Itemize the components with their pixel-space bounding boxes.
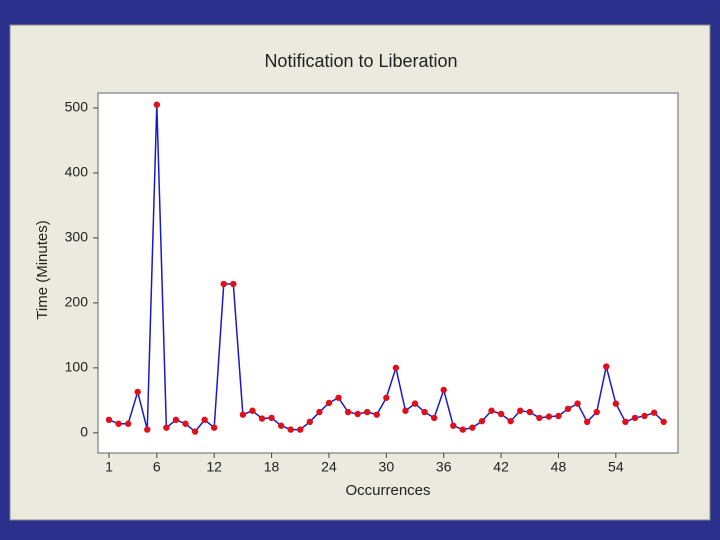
data-point [564, 405, 572, 413]
x-tick-label: 6 [153, 459, 161, 475]
data-point [105, 416, 113, 424]
data-point [555, 412, 562, 420]
chart-title: Notification to Liberation [264, 51, 457, 71]
data-point [517, 407, 524, 414]
x-tick-label: 18 [264, 459, 280, 475]
data-point [134, 388, 141, 396]
data-point [583, 418, 591, 426]
data-point [450, 422, 457, 429]
data-point [144, 426, 151, 433]
data-point [249, 407, 256, 414]
x-tick-label: 54 [608, 459, 624, 475]
data-point [220, 280, 227, 288]
x-tick-label: 24 [321, 459, 337, 475]
data-point [115, 420, 122, 427]
data-point [239, 411, 247, 418]
data-point [650, 409, 658, 416]
data-point [641, 412, 648, 420]
data-point [182, 420, 189, 427]
x-axis-label: Occurrences [345, 482, 430, 499]
data-point [277, 422, 285, 429]
data-point [392, 364, 400, 372]
x-tick-label: 30 [379, 459, 395, 475]
data-point [478, 417, 486, 425]
data-point [373, 411, 380, 418]
data-point [612, 400, 620, 407]
data-point [172, 416, 180, 424]
data-point [488, 407, 495, 414]
x-tick-label: 12 [206, 459, 222, 475]
data-point [603, 363, 610, 370]
data-point [354, 410, 361, 418]
data-point [402, 407, 409, 414]
data-point [268, 414, 275, 422]
data-point [325, 399, 333, 407]
data-point [191, 428, 199, 435]
data-point [593, 408, 600, 416]
x-tick-label: 1 [105, 459, 113, 475]
y-tick-label: 200 [65, 294, 89, 310]
x-tick-label: 48 [551, 459, 567, 475]
data-point [383, 394, 390, 401]
data-point [469, 424, 476, 431]
y-tick-label: 0 [80, 424, 88, 440]
data-point [258, 415, 266, 422]
data-point [507, 417, 514, 425]
data-point [287, 426, 294, 433]
data-point [574, 400, 581, 407]
data-point [297, 426, 304, 433]
data-point [210, 424, 218, 431]
data-point [430, 414, 438, 422]
data-point [497, 410, 505, 418]
data-point [622, 418, 629, 426]
data-point [421, 408, 428, 416]
data-point [344, 408, 352, 416]
data-point [459, 426, 467, 433]
y-tick-label: 400 [65, 164, 89, 180]
data-point [660, 418, 667, 426]
data-point [153, 101, 161, 108]
data-point [364, 408, 371, 416]
data-point [545, 413, 553, 420]
data-point [411, 400, 419, 407]
y-tick-label: 500 [65, 99, 89, 115]
data-point [306, 418, 314, 426]
x-tick-label: 42 [493, 459, 509, 475]
data-point [536, 414, 543, 422]
y-axis-label: Time (Minutes) [34, 220, 51, 319]
data-point [201, 416, 208, 424]
data-point [124, 420, 132, 427]
x-tick-label: 36 [436, 459, 452, 475]
y-tick-label: 100 [65, 359, 89, 375]
y-tick-label: 300 [65, 229, 89, 245]
data-point [335, 394, 342, 401]
data-point [631, 414, 639, 422]
data-point [316, 408, 323, 416]
data-point [526, 408, 533, 416]
data-point [163, 424, 170, 431]
data-point [230, 280, 237, 288]
data-point [440, 386, 447, 394]
